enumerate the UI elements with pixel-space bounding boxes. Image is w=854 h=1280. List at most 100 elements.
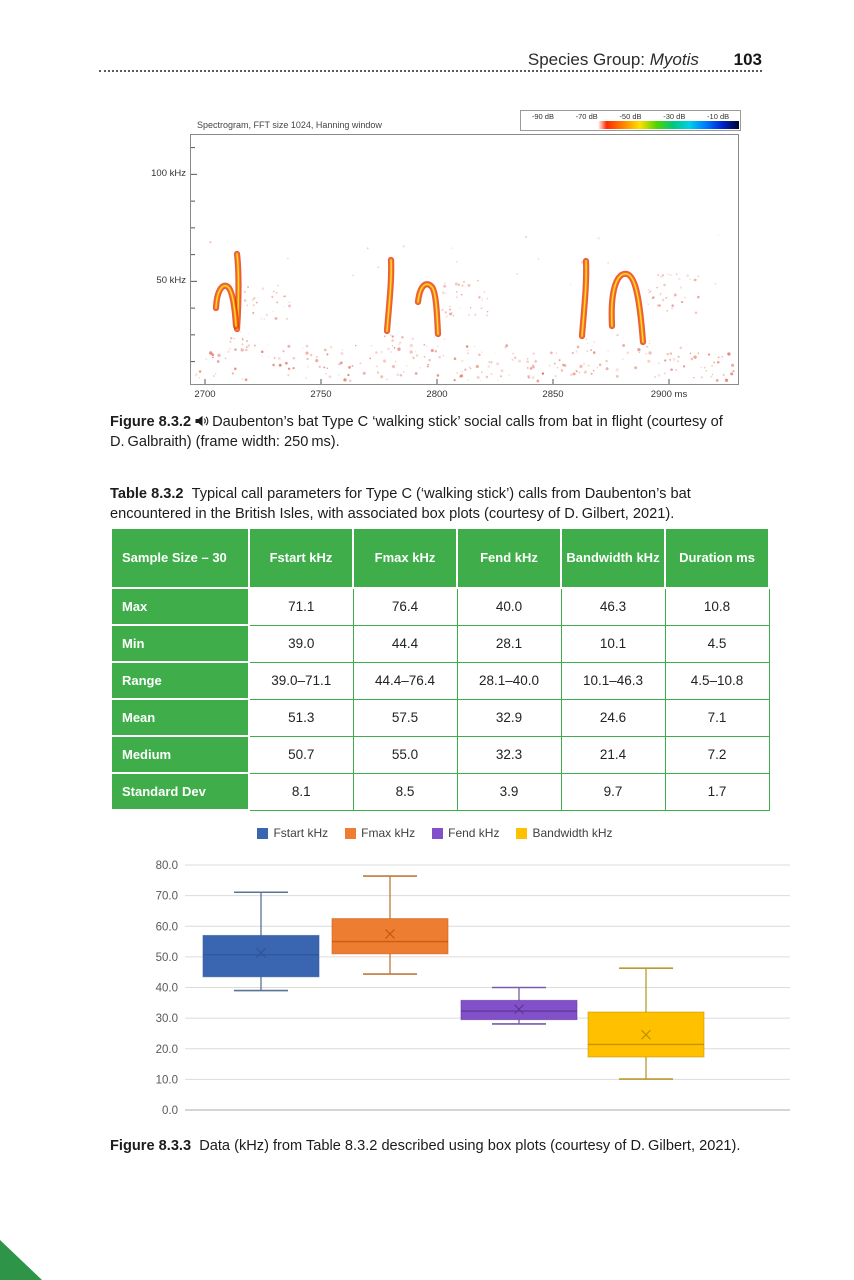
table-row-label: Range [110, 661, 250, 700]
table-row: Medium 50.7 55.0 32.3 21.4 7.2 [110, 735, 770, 774]
table-cell: 8.5 [352, 772, 458, 811]
table-cell: 57.5 [352, 698, 458, 737]
legend-label: Bandwidth kHz [532, 826, 613, 840]
colorbar-label: -30 dB [663, 112, 686, 121]
legend-item: Fmax kHz [345, 826, 415, 840]
figure-833-label: Figure 8.3.3 [110, 1138, 192, 1154]
x-axis-label: 2900 ms [650, 389, 688, 400]
colorbar-gradient [522, 121, 739, 129]
call-parameters-table: Sample Size – 30 Fstart kHz Fmax kHz Fend k… [110, 527, 770, 811]
table-cell: 50.7 [248, 735, 354, 774]
boxplot-series-fstart-khz [202, 891, 320, 992]
boxplot-y-tick-label: 80.0 [156, 860, 178, 872]
table-row: Min 39.0 44.4 28.1 10.1 4.5 [110, 624, 770, 663]
page-header: Species Group: Myotis 103 [528, 50, 762, 70]
table-header-cell: Fmax kHz [352, 527, 458, 589]
table-832-text: Typical call parameters for Type C (‘wal… [110, 486, 691, 522]
table-cell: 10.8 [664, 587, 770, 626]
table-row-label: Standard Dev [110, 772, 250, 811]
boxplot-y-tick-label: 50.0 [156, 952, 178, 964]
boxplot-y-tick-label: 40.0 [156, 983, 178, 995]
colorbar-label: -90 dB [531, 112, 554, 121]
table-cell: 55.0 [352, 735, 458, 774]
table-cell: 1.7 [664, 772, 770, 811]
colorbar: -90 dB -70 dB -50 dB -30 dB -10 dB [520, 110, 741, 131]
page-corner-triangle [0, 1240, 42, 1280]
figure-833-text: Data (kHz) from Table 8.3.2 described us… [199, 1138, 741, 1154]
legend-swatch [516, 827, 528, 839]
table-cell: 44.4 [352, 624, 458, 663]
table-cell: 39.0 [248, 624, 354, 663]
running-head: Species Group: Myotis [528, 50, 699, 69]
table-body: Max 71.1 76.4 40.0 46.3 10.8 Min 39.0 44.4 28.1 10… [110, 587, 770, 811]
boxplot-y-tick-label: 10.0 [156, 1074, 178, 1086]
table-cell: 51.3 [248, 698, 354, 737]
colorbar-label: -70 dB [575, 112, 598, 121]
boxplot-series-bandwidth-khz [587, 967, 705, 1080]
legend-swatch [345, 827, 357, 839]
page-number: 103 [733, 50, 762, 69]
legend-swatch [257, 827, 269, 839]
legend-label: Fend kHz [448, 826, 500, 840]
table-cell: 32.3 [456, 735, 562, 774]
legend-item: Bandwidth kHz [516, 826, 613, 840]
spectrogram-x-axis: 2700 2750 2800 2850 2900 ms [191, 389, 740, 403]
boxplot-series-fmax-khz [331, 875, 449, 975]
table-cell: 7.1 [664, 698, 770, 737]
table-header-cell: Sample Size – 30 [110, 527, 250, 589]
table-cell: 10.1 [560, 624, 666, 663]
table-cell: 76.4 [352, 587, 458, 626]
boxplot-y-tick-label: 0.0 [162, 1105, 178, 1117]
x-axis-label: 2750 [310, 389, 332, 400]
spectrogram-title: Spectrogram, FFT size 1024, Hanning wind… [197, 120, 382, 130]
table-cell: 8.1 [248, 772, 354, 811]
table-header-cell: Fstart kHz [248, 527, 354, 589]
y-axis-label-100: 100 kHz [151, 168, 186, 179]
y-axis-label-50: 50 kHz [156, 275, 186, 286]
legend-label: Fmax kHz [361, 826, 416, 840]
legend-item: Fstart kHz [257, 826, 328, 840]
table-cell: 21.4 [560, 735, 666, 774]
table-row: Standard Dev 8.1 8.5 3.9 9.7 1.7 [110, 772, 770, 811]
colorbar-label: -50 dB [619, 112, 642, 121]
table-row: Range 39.0–71.1 44.4–76.4 28.1–40.0 10.1–46.… [110, 661, 770, 700]
figure-833-caption: Figure 8.3.3 Data (kHz) from Table 8.3.2… [110, 1137, 768, 1157]
table-row-label: Mean [110, 698, 250, 737]
spectrogram-plot [190, 134, 739, 385]
x-axis-label: 2800 [426, 389, 448, 400]
header-rule [99, 70, 762, 72]
spectrogram-canvas [191, 147, 735, 384]
table-cell: 71.1 [248, 587, 354, 626]
table-row-label: Medium [110, 735, 250, 774]
x-axis-label: 2850 [542, 389, 564, 400]
table-cell: 3.9 [456, 772, 562, 811]
table-header-row: Sample Size – 30 Fstart kHz Fmax kHz Fend k… [110, 527, 770, 589]
table-header-cell: Duration ms [664, 527, 770, 589]
table-cell: 4.5 [664, 624, 770, 663]
table-header-cell: Bandwidth kHz [560, 527, 666, 589]
table-cell: 44.4–76.4 [352, 661, 458, 700]
table-cell: 28.1–40.0 [456, 661, 562, 700]
figure-832-text: Daubenton’s bat Type C ‘walking stick’ s… [110, 414, 723, 450]
running-head-species: Myotis [649, 50, 699, 69]
table-cell: 40.0 [456, 587, 562, 626]
table-row-label: Min [110, 624, 250, 663]
boxplot-y-tick-label: 30.0 [156, 1013, 178, 1025]
audio-speaker-icon[interactable] [195, 415, 209, 427]
table-cell: 28.1 [456, 624, 562, 663]
x-axis-label: 2700 [194, 389, 216, 400]
boxplot-legend: Fstart kHz Fmax kHz Fend kHz Bandwidth kHz [85, 826, 785, 840]
legend-label: Fstart kHz [273, 826, 329, 840]
colorbar-label: -10 dB [707, 112, 730, 121]
figure-832-label: Figure 8.3.2 [110, 414, 192, 430]
table-header-cell: Fend kHz [456, 527, 562, 589]
table-cell: 24.6 [560, 698, 666, 737]
table-cell: 46.3 [560, 587, 666, 626]
table-cell: 10.1–46.3 [560, 661, 666, 700]
table-cell: 39.0–71.1 [248, 661, 354, 700]
table-cell: 32.9 [456, 698, 562, 737]
table-row: Max 71.1 76.4 40.0 46.3 10.8 [110, 587, 770, 626]
table-832-label: Table 8.3.2 [110, 486, 184, 502]
legend-item: Fend kHz [432, 826, 499, 840]
boxplot-y-tick-label: 70.0 [156, 891, 178, 903]
